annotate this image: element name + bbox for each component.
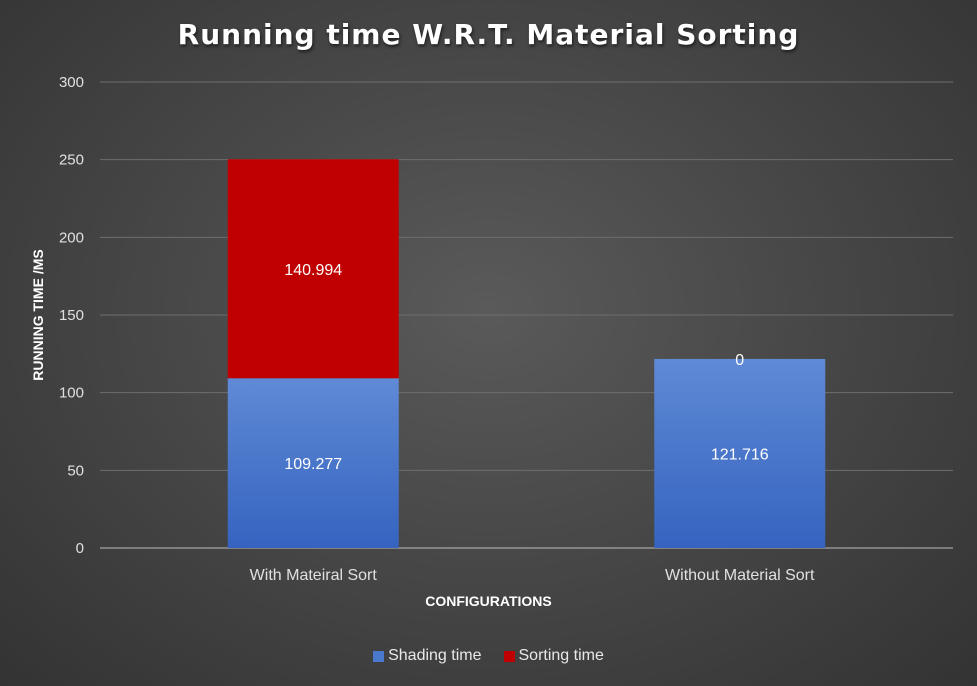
legend-item-shading: Shading time	[373, 647, 482, 665]
y-tick-label: 300	[59, 74, 84, 91]
data-label-sorting-0: 140.994	[284, 262, 342, 279]
y-tick-label: 0	[76, 540, 84, 557]
x-tick-label: Without Material Sort	[665, 567, 815, 584]
y-tick-label: 100	[59, 385, 84, 402]
y-tick-label: 250	[59, 152, 84, 169]
bar-sorting-0	[227, 159, 399, 379]
legend-label-shading: Shading time	[388, 647, 482, 664]
y-axis-title: RUNNING TIME /MS	[30, 249, 46, 381]
y-tick-label: 150	[59, 307, 84, 324]
legend-label-sorting: Sorting time	[518, 647, 604, 664]
x-axis-title: CONFIGURATIONS	[425, 593, 552, 609]
legend: Shading time Sorting time	[0, 647, 977, 665]
x-tick-label: With Mateiral Sort	[250, 567, 378, 584]
data-label-sorting-1: 0	[735, 352, 744, 369]
legend-item-sorting: Sorting time	[503, 647, 604, 665]
y-tick-label: 50	[67, 462, 84, 479]
data-label-shading-0: 109.277	[284, 456, 342, 473]
legend-swatch-shading	[373, 650, 385, 662]
legend-swatch-sorting	[503, 650, 515, 662]
data-label-shading-1: 121.716	[711, 446, 769, 463]
y-tick-label: 200	[59, 229, 84, 246]
bar-shading-1	[654, 358, 826, 548]
bar-shading-0	[227, 378, 399, 548]
chart-title: Running time W.R.T. Material Sorting	[177, 18, 800, 51]
